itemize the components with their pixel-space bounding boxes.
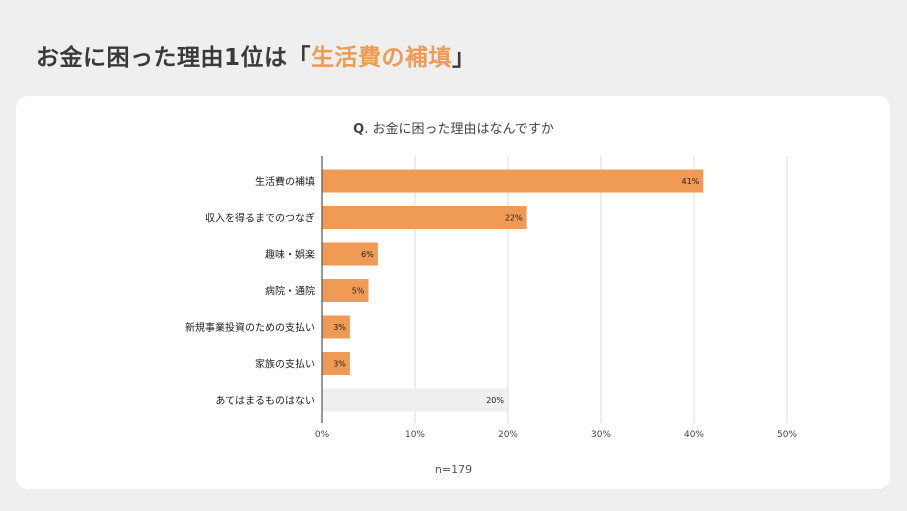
bar-value-label: 3% xyxy=(333,360,346,369)
x-tick-label: 0% xyxy=(315,430,330,440)
category-label: 新規事業投資のための支払い xyxy=(185,321,315,334)
bar-value-label: 22% xyxy=(505,214,523,223)
x-tick-label: 50% xyxy=(777,430,797,440)
bar xyxy=(322,279,369,302)
category-label: あてはまるものはない xyxy=(215,395,315,407)
headline-suffix: 」 xyxy=(452,45,476,71)
x-tick-label: 40% xyxy=(684,430,704,440)
bar xyxy=(322,169,704,193)
x-tick-label: 30% xyxy=(591,430,611,440)
chart-card xyxy=(16,96,890,489)
category-label: 病院・通院 xyxy=(265,285,315,298)
headline-highlight: 生活費の補填 xyxy=(311,45,453,71)
bar-value-label: 41% xyxy=(682,177,700,186)
page-headline: お金に困った理由1位は「生活費の補填」 xyxy=(36,38,476,72)
bar xyxy=(322,352,350,375)
bar xyxy=(322,315,350,339)
category-label: 家族の支払い xyxy=(255,358,315,371)
x-tick-label: 10% xyxy=(405,430,425,440)
category-label: 趣味・娯楽 xyxy=(265,248,315,261)
chart-title-text: . お金に困った理由はなんですか xyxy=(364,122,554,137)
bar-value-label: 3% xyxy=(333,323,346,332)
sample-size-note: n=179 xyxy=(434,463,473,476)
bar xyxy=(322,388,508,412)
bar-value-label: 6% xyxy=(361,250,374,259)
category-label: 収入を得るまでのつなぎ xyxy=(205,212,315,225)
chart-title-prefix: Q xyxy=(353,122,365,137)
bar xyxy=(322,242,378,266)
bar-value-label: 5% xyxy=(352,287,365,296)
headline-prefix: お金に困った理由1位は「 xyxy=(36,45,312,71)
x-tick-label: 20% xyxy=(498,430,518,440)
bar xyxy=(322,206,527,229)
bar-value-label: 20% xyxy=(486,396,504,405)
chart-title: Q. お金に困った理由はなんですか xyxy=(0,118,907,137)
category-label: 生活費の補填 xyxy=(255,175,315,188)
